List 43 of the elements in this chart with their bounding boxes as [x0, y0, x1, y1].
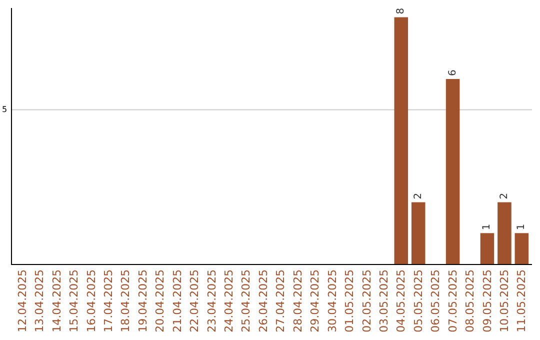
data-label: 8 — [396, 8, 407, 14]
bar — [498, 202, 512, 264]
x-tick-label: 17.04.2025 — [102, 269, 115, 332]
x-tick-label: 24.04.2025 — [222, 269, 236, 332]
x-tick-label: 18.04.2025 — [119, 269, 132, 332]
data-label: 2 — [412, 192, 424, 200]
x-tick-label: 15.04.2025 — [68, 269, 81, 332]
x-tick-label: 16.04.2025 — [84, 269, 98, 332]
x-tick-label: 26.04.2025 — [256, 269, 270, 332]
x-tick-label: 07.05.2025 — [446, 269, 460, 332]
x-tick-label: 29.04.2025 — [308, 269, 322, 332]
x-tick-label: 25.04.2025 — [240, 269, 253, 332]
x-tick-label: 04.05.2025 — [394, 269, 408, 332]
bar — [514, 233, 529, 264]
x-tick-label: 21.04.2025 — [170, 269, 184, 332]
data-label: 6 — [447, 70, 458, 76]
bar — [480, 233, 494, 264]
x-tick-label: 19.04.2025 — [136, 269, 150, 332]
x-tick-label: 28.04.2025 — [291, 269, 304, 332]
data-label: 2 — [498, 192, 510, 200]
data-label: 1 — [516, 224, 528, 230]
x-tick-label: 10.05.2025 — [498, 269, 512, 332]
x-tick-label: 05.05.2025 — [412, 269, 425, 332]
x-tick-label: 13.04.2025 — [33, 269, 46, 332]
x-tick-label: 14.04.2025 — [50, 269, 64, 332]
x-tick-label: 23.04.2025 — [205, 269, 218, 332]
bar — [446, 78, 460, 264]
ref-line-label: 5 — [2, 105, 8, 114]
bar — [411, 202, 426, 264]
x-tick-label: 09.05.2025 — [480, 269, 494, 332]
x-tick-label: 01.05.2025 — [343, 269, 356, 332]
x-tick-label: 06.05.2025 — [429, 269, 442, 332]
x-tick-label: 20.04.2025 — [154, 269, 167, 332]
x-tick-label: 08.05.2025 — [464, 269, 477, 332]
x-tick-label: 22.04.2025 — [188, 269, 202, 332]
data-label: 1 — [482, 224, 493, 230]
x-tick-label: 30.04.2025 — [326, 269, 339, 332]
x-tick-label: 12.04.2025 — [16, 269, 29, 332]
x-tick-label: 11.05.2025 — [515, 269, 528, 332]
x-tick-label: 03.05.2025 — [377, 269, 390, 332]
x-tick-label: 27.04.2025 — [274, 269, 288, 332]
bar — [394, 17, 408, 264]
x-tick-label: 02.05.2025 — [360, 269, 374, 332]
